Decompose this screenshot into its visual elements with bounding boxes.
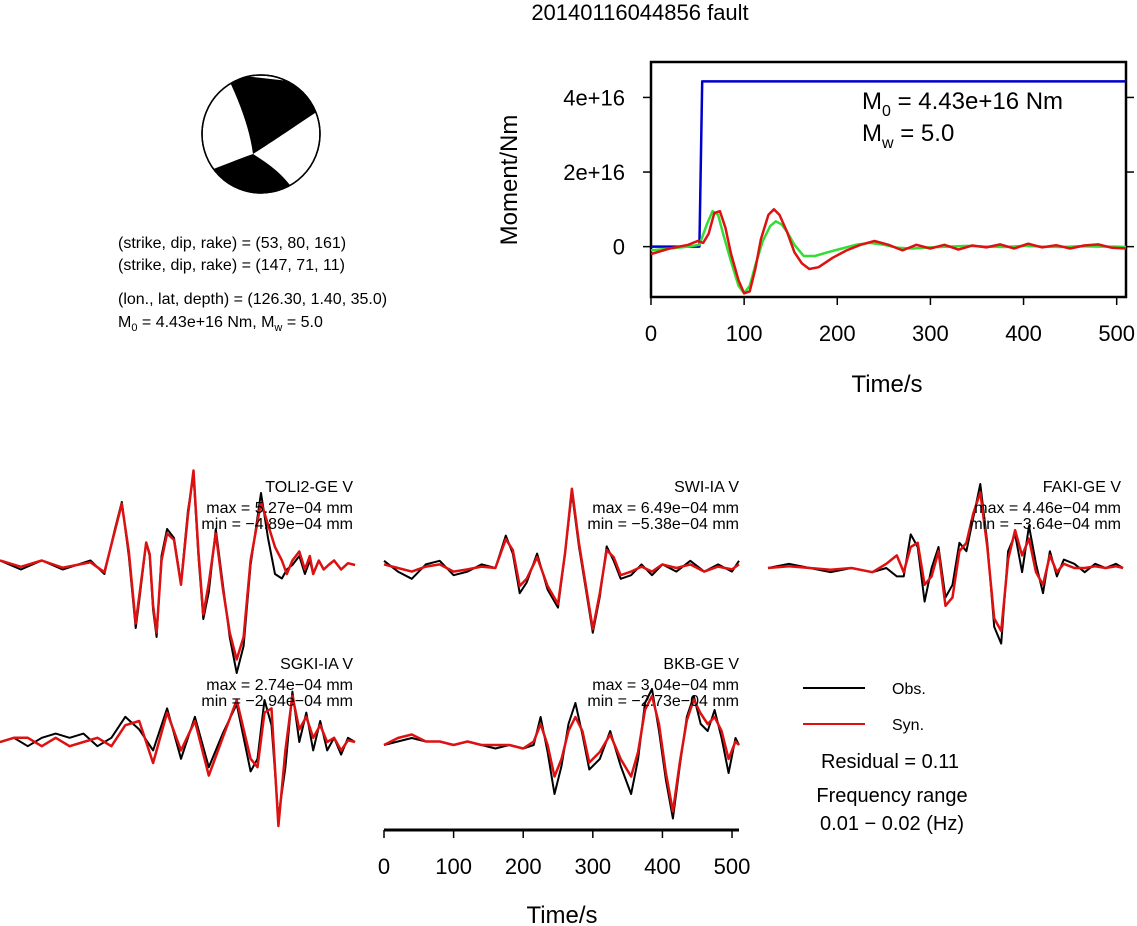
waveform-x-tick-label: 300 (574, 854, 611, 879)
waveform-x-tick-label: 400 (644, 854, 681, 879)
station-max: max = 2.74e−04 mm (206, 677, 353, 694)
station-name: SWI-IA V (674, 479, 739, 496)
moment-y-tick-label: 0 (613, 235, 625, 260)
nodal-plane-2: (strike, dip, rake) = (147, 71, 11) (118, 257, 345, 274)
legend-obs-label: Obs. (892, 681, 926, 698)
moment-x-tick-label: 500 (1098, 321, 1135, 346)
station-name: FAKI-GE V (1043, 479, 1122, 496)
waveform-x-tick-label: 200 (505, 854, 542, 879)
station-min: min = −2.73e−04 mm (587, 693, 739, 710)
moment-series-line-2 (650, 208, 1127, 295)
station-min: min = −2.94e−04 mm (201, 693, 353, 710)
synthetic-trace (0, 469, 356, 661)
station-min: min = −4.89e−04 mm (201, 516, 353, 533)
station-min: min = −3.64e−04 mm (969, 516, 1121, 533)
legend-syn-label: Syn. (892, 717, 924, 734)
moment-x-axis: 0 100 200 300 400 500 (645, 297, 1135, 346)
moment-x-tick-label: 0 (645, 321, 657, 346)
moment-x-tick-label: 200 (819, 321, 856, 346)
waveform-x-tick-label: 0 (378, 854, 390, 879)
moment-plot-frame (649, 60, 1128, 299)
moment-y-label: Moment/Nm (496, 115, 523, 246)
moment-series-line-1 (650, 209, 1127, 295)
waveform-x-tick-label: 100 (435, 854, 472, 879)
synthetic-trace (767, 491, 1124, 633)
station-name: SGKI-IA V (280, 656, 353, 673)
waveform-legend: Obs. Syn. Residual = 0.11 Frequency rang… (803, 681, 968, 835)
frequency-title: Frequency range (816, 785, 967, 807)
station-name: TOLI2-GE V (265, 479, 353, 496)
moment-x-tick-label: 300 (912, 321, 949, 346)
station-max: max = 5.27e−04 mm (206, 500, 353, 517)
beachball (201, 74, 321, 194)
moment-y-tick-label: 2e+16 (563, 160, 625, 185)
waveform-x-tick-label: 500 (714, 854, 751, 879)
moment-series-group (650, 80, 1127, 295)
synthetic-trace (0, 694, 356, 828)
station-max: max = 3.04e−04 mm (592, 677, 739, 694)
moment-y-tick-label: 4e+16 (563, 85, 625, 110)
moment-x-tick-label: 100 (726, 321, 763, 346)
moment-x-tick-label: 400 (1005, 321, 1042, 346)
station-name: BKB-GE V (663, 656, 739, 673)
moment-y-axis: 0 2e+16 4e+16 (563, 85, 1134, 260)
moment-plot: 0 100 200 300 400 500 0 2e+16 4e+16 Time/s Mome… (496, 60, 1135, 398)
moment-m0-annotation: M0 = 4.43e+16 Nm (862, 88, 1063, 120)
station-max: max = 6.49e−04 mm (592, 500, 739, 517)
frequency-value: 0.01 − 0.02 (Hz) (820, 813, 964, 835)
residual-text: Residual = 0.11 (821, 751, 959, 773)
hypocenter: (lon., lat, depth) = (126.30, 1.40, 35.0… (118, 291, 387, 308)
mechanism-text: (strike, dip, rake) = (53, 80, 161) (str… (118, 235, 387, 334)
synthetic-trace (383, 694, 740, 813)
waveform-x-label: Time/s (526, 902, 597, 926)
beachball-compression-north (226, 75, 320, 154)
moment-summary: M0 = 4.43e+16 Nm, Mw = 5.0 (118, 314, 323, 334)
station-min: min = −5.38e−04 mm (587, 516, 739, 533)
moment-x-label: Time/s (851, 371, 922, 398)
nodal-plane-1: (strike, dip, rake) = (53, 80, 161) (118, 235, 346, 252)
moment-mw-annotation: Mw = 5.0 (862, 120, 954, 152)
waveform-x-axis: 0 100 200 300 400 500 (378, 828, 751, 879)
observed-trace (0, 690, 356, 819)
station-max: max = 4.46e−04 mm (974, 500, 1121, 517)
figure-title: 20140116044856 fault (531, 0, 748, 25)
synthetic-trace (383, 487, 740, 631)
